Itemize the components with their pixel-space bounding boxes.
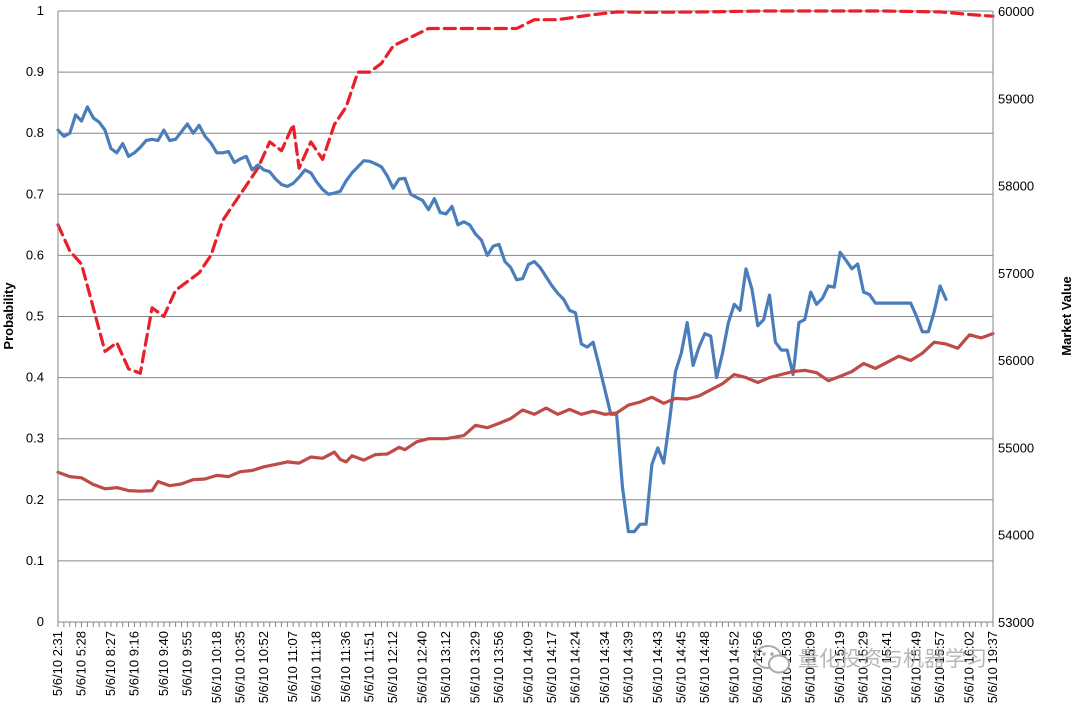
x-tick-label: 5/6/10 11:36	[338, 631, 353, 702]
axes	[57, 11, 994, 627]
y-tick-label: 0.1	[26, 553, 44, 568]
x-tick-label: 5/6/10 13:12	[438, 631, 453, 703]
x-tick-label: 5/6/10 2:31	[50, 631, 65, 696]
y-axis-tick-labels: 0 0.1 0.2 0.3 0.4 0.5 0.6 0.7 0.8 0.9 1	[26, 3, 44, 629]
y-tick-label: 0.6	[26, 247, 44, 262]
y-tick-label: 0.7	[26, 186, 44, 201]
x-tick-label: 5/6/10 15:49	[909, 631, 924, 703]
x-tick-label: 5/6/10 13:56	[491, 631, 506, 703]
y2-tick-label: 58000	[998, 179, 1034, 194]
x-tick-label: 5/6/10 15:57	[932, 631, 947, 703]
series-line-3	[56, 332, 995, 493]
x-tick-label: 5/6/10 11:07	[285, 631, 300, 702]
x-tick-label: 5/6/10 14:09	[520, 631, 535, 703]
y2-tick-label: 59000	[998, 91, 1034, 106]
x-tick-label: 5/6/10 15:29	[856, 631, 871, 703]
y-tick-label: 0.9	[26, 64, 44, 79]
x-tick-label: 5/6/10 14:52	[726, 631, 741, 703]
x-tick-label: 5/6/10 14:17	[544, 631, 559, 703]
y2-tick-label: 55000	[998, 440, 1034, 455]
x-axis-tick-labels: 5/6/10 2:31 5/6/10 5:28 5/6/10 8:27 5/6/10 …	[50, 631, 1000, 703]
x-tick-label: 5/6/10 9:16	[126, 631, 141, 696]
x-tick-label: 5/6/10 8:27	[103, 631, 118, 696]
series-lines	[56, 9, 995, 534]
y-tick-label: 0.8	[26, 125, 44, 140]
x-tick-label: 5/6/10 16:02	[961, 631, 976, 703]
x-tick-label: 5/6/10 11:18	[309, 631, 324, 702]
y-tick-label: 0	[37, 614, 44, 629]
y-tick-label: 0.5	[26, 309, 44, 324]
y2-axis-title: Market Value	[1059, 276, 1074, 356]
watermark-text: 量化投资与机器学习	[798, 647, 987, 671]
x-tick-label: 5/6/10 12:40	[415, 631, 430, 703]
series-line-2	[56, 105, 948, 534]
x-tick-label: 5/6/10 14:56	[750, 631, 765, 703]
x-tick-label: 5/6/10 15:09	[803, 631, 818, 703]
y2-tick-label: 60000	[998, 4, 1034, 19]
x-tick-label: 5/6/10 14:43	[650, 631, 665, 703]
x-tick-label: 5/6/10 14:45	[673, 631, 688, 703]
y-tick-label: 0.2	[26, 492, 44, 507]
x-tick-label: 5/6/10 5:28	[74, 631, 89, 696]
gridlines	[58, 10, 993, 623]
x-tick-label: 5/6/10 9:55	[179, 631, 194, 696]
series-line-1	[56, 9, 995, 375]
y-tick-label: 0.3	[26, 431, 44, 446]
x-tick-label: 5/6/10 10:18	[209, 631, 224, 703]
x-tick-label: 5/6/10 14:48	[697, 631, 712, 703]
y2-tick-label: 54000	[998, 528, 1034, 543]
x-tick-label: 5/6/10 13:29	[468, 631, 483, 703]
x-tick-label: 5/6/10 11:51	[362, 631, 377, 702]
x-tick-label: 5/6/10 10:35	[232, 631, 247, 703]
x-tick-label: 5/6/10 12:12	[385, 631, 400, 703]
wechat-icon	[754, 645, 790, 674]
x-tick-label: 5/6/10 15:41	[879, 631, 894, 703]
x-tick-label: 5/6/10 14:34	[597, 631, 612, 703]
y2-axis-tick-labels: 53000 54000 55000 56000 57000 58000 59000 60000	[998, 4, 1034, 630]
watermark: 量化投资与机器学习	[754, 645, 987, 674]
y-axis-title: Probability	[1, 282, 16, 350]
x-tick-label: 5/6/10 15:19	[832, 631, 847, 703]
y2-tick-label: 56000	[998, 353, 1034, 368]
x-tick-label: 5/6/10 19:37	[985, 631, 1000, 703]
y2-tick-label: 53000	[998, 615, 1034, 630]
x-tick-label: 5/6/10 14:24	[567, 631, 582, 703]
y-tick-label: 0.4	[26, 370, 44, 385]
x-tick-label: 5/6/10 14:39	[620, 631, 635, 703]
y2-tick-label: 57000	[998, 266, 1034, 281]
x-tick-label: 5/6/10 10:52	[256, 631, 271, 703]
y-tick-label: 1	[37, 3, 44, 18]
x-tick-label: 5/6/10 9:40	[156, 631, 171, 696]
